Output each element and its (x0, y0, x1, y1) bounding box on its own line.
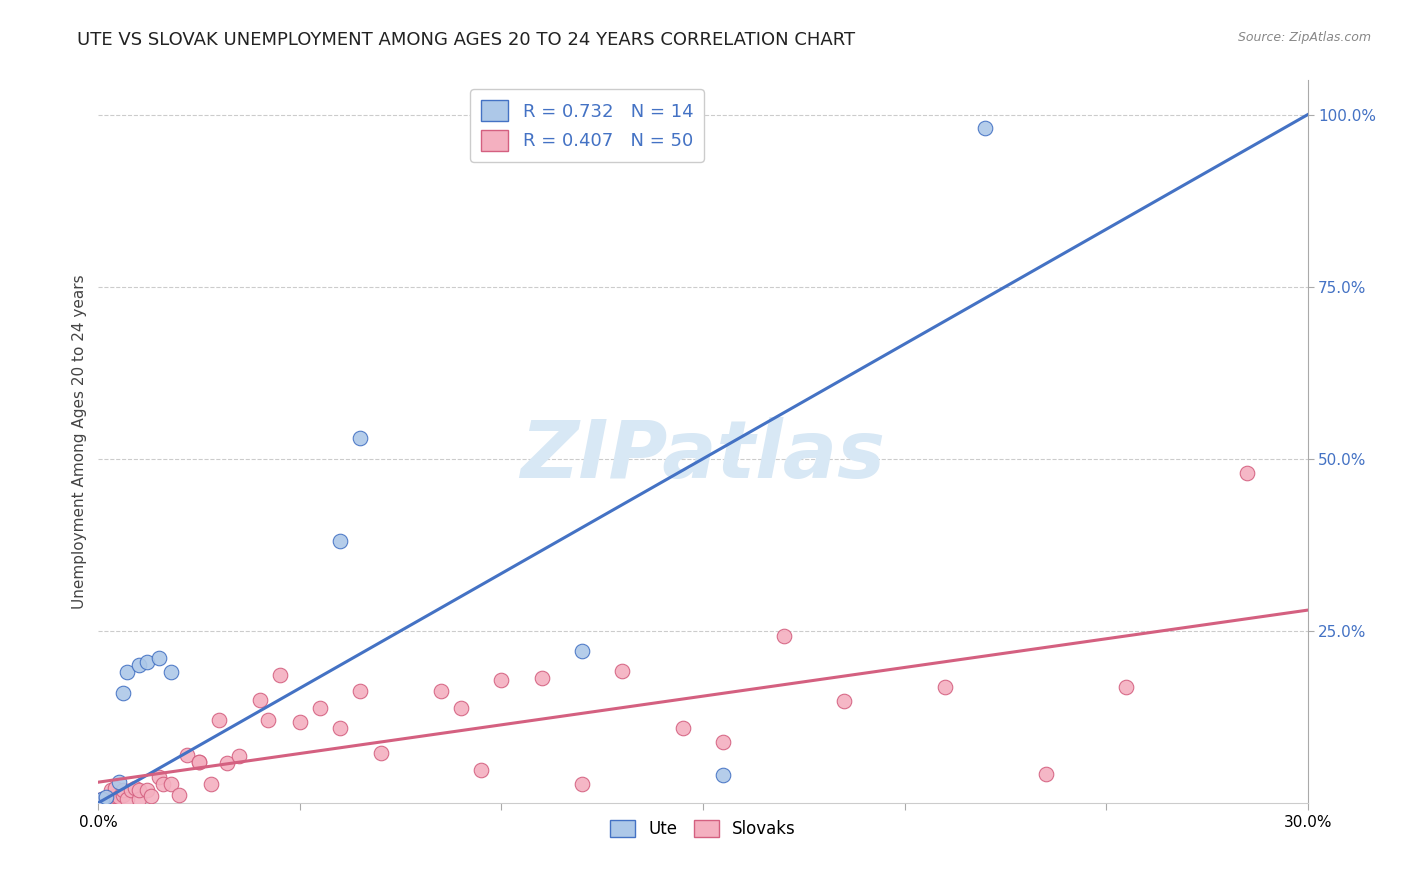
Point (148, 651, 170, 665)
Point (107, 790, 129, 805)
Point (128, 783, 150, 797)
Point (91, 792, 114, 806)
Point (249, 692, 271, 706)
Text: UTE VS SLOVAK UNEMPLOYMENT AMONG AGES 20 TO 24 YEARS CORRELATION CHART: UTE VS SLOVAK UNEMPLOYMENT AMONG AGES 20… (77, 31, 855, 49)
Point (160, 776, 183, 790)
Text: Source: ZipAtlas.com: Source: ZipAtlas.com (1237, 31, 1371, 45)
Point (100, 783, 122, 797)
Point (152, 776, 174, 790)
Point (139, 789, 162, 803)
Point (135, 655, 157, 669)
Point (329, 722, 352, 736)
Point (711, 735, 734, 749)
Point (772, 629, 794, 643)
Point (672, 722, 695, 736)
Point (329, 534, 352, 549)
Point (370, 746, 392, 760)
Point (288, 714, 311, 729)
Point (934, 680, 956, 694)
Text: ZIPatlas: ZIPatlas (520, 417, 886, 495)
Point (128, 658, 150, 673)
Point (430, 684, 453, 698)
Point (188, 755, 211, 769)
Point (349, 431, 371, 445)
Legend: Ute, Slovaks: Ute, Slovaks (603, 814, 803, 845)
Point (1236, 466, 1258, 480)
Point (120, 783, 142, 797)
Point (208, 713, 231, 727)
Point (228, 749, 250, 764)
Point (176, 747, 198, 762)
Point (111, 783, 134, 797)
Point (974, 121, 997, 136)
Point (128, 792, 150, 806)
Point (1115, 680, 1137, 694)
Point (96, 790, 118, 805)
Point (160, 665, 183, 679)
Point (188, 755, 211, 769)
Point (1035, 767, 1057, 781)
Point (571, 644, 593, 658)
Point (167, 788, 190, 802)
Point (96, 792, 118, 806)
Point (711, 768, 734, 782)
Point (103, 780, 125, 795)
Point (91, 792, 114, 806)
Point (100, 790, 122, 805)
Y-axis label: Unemployment Among Ages 20 to 24 years: Unemployment Among Ages 20 to 24 years (72, 274, 87, 609)
Point (217, 756, 239, 770)
Point (124, 780, 146, 795)
Point (269, 668, 291, 682)
Point (256, 713, 278, 727)
Point (111, 686, 134, 700)
Point (530, 671, 553, 685)
Point (115, 792, 138, 806)
Point (309, 701, 332, 715)
Point (832, 694, 855, 708)
Point (470, 763, 492, 777)
Point (200, 776, 222, 790)
Point (148, 770, 170, 784)
Point (450, 701, 472, 715)
Point (571, 776, 593, 790)
Point (612, 664, 634, 678)
Point (107, 775, 129, 789)
Point (135, 783, 157, 797)
Point (491, 673, 513, 688)
Point (111, 788, 134, 802)
Point (115, 665, 138, 679)
Point (349, 684, 371, 698)
Point (103, 789, 125, 803)
